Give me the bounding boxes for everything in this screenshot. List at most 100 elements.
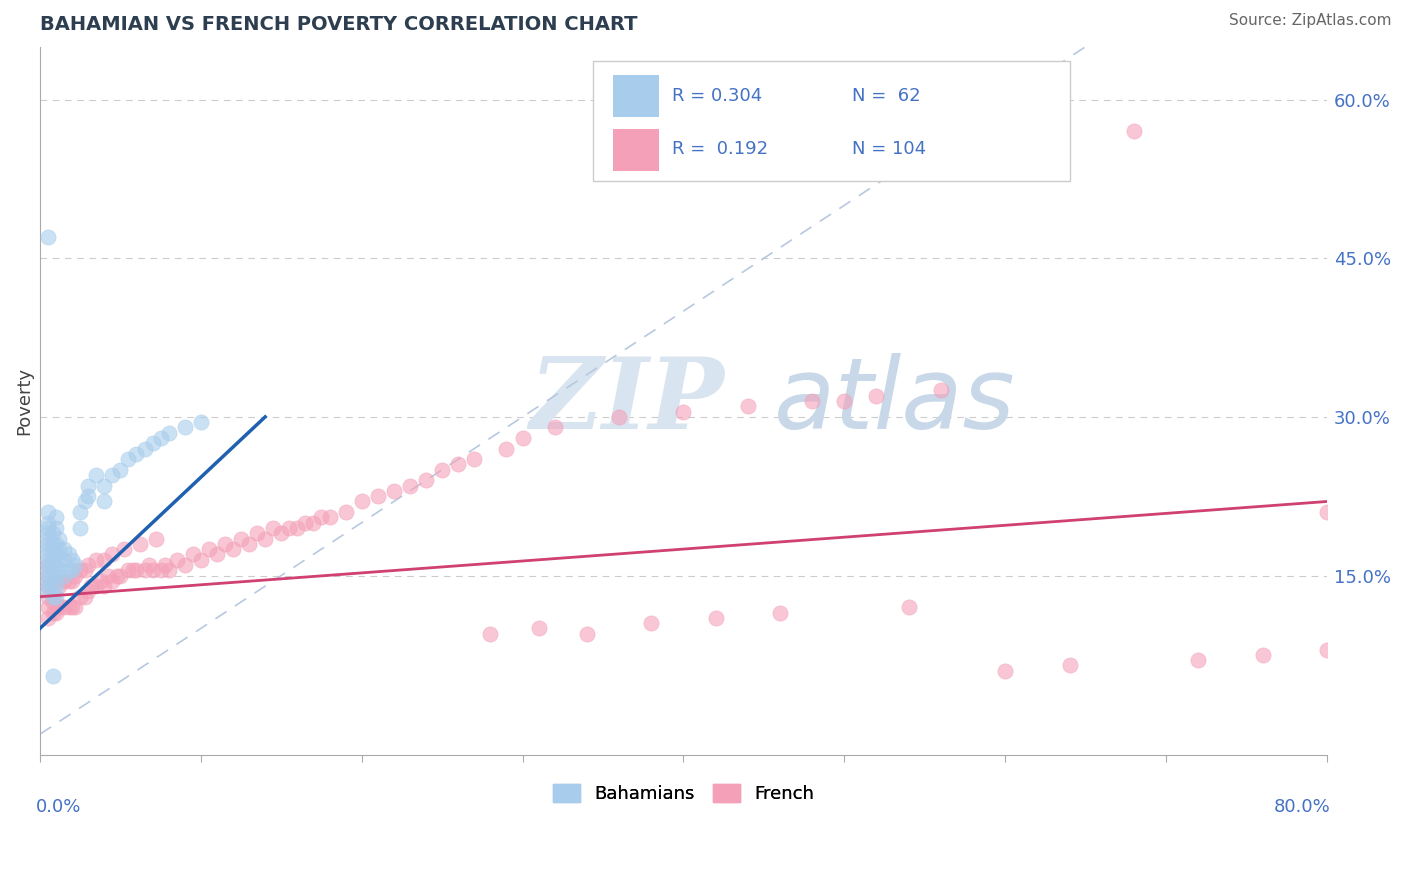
- Point: [45, 521, 67, 535]
- Point: [105, 568, 128, 582]
- Point: [37, 574, 59, 588]
- Point: [45, 537, 67, 551]
- Point: [415, 473, 437, 487]
- Point: [318, 510, 340, 524]
- Point: [42, 558, 65, 572]
- Text: R =  0.192: R = 0.192: [672, 140, 768, 159]
- Point: [278, 521, 301, 535]
- Point: [544, 420, 567, 434]
- Point: [65, 600, 87, 615]
- Point: [125, 563, 148, 577]
- Point: [37, 548, 59, 562]
- Point: [1187, 653, 1209, 667]
- Point: [110, 463, 132, 477]
- Point: [155, 558, 177, 572]
- Point: [222, 542, 245, 557]
- Point: [157, 563, 180, 577]
- Point: [479, 626, 502, 640]
- Point: [53, 568, 76, 582]
- Point: [73, 590, 96, 604]
- Point: [142, 563, 165, 577]
- Point: [101, 468, 124, 483]
- Point: [53, 552, 76, 566]
- Point: [93, 579, 115, 593]
- Point: [69, 590, 91, 604]
- Legend: Bahamians, French: Bahamians, French: [546, 776, 821, 810]
- Point: [37, 230, 59, 244]
- Point: [73, 563, 96, 577]
- Point: [205, 548, 228, 562]
- Point: [430, 463, 453, 477]
- Point: [37, 505, 59, 519]
- Point: [149, 431, 172, 445]
- Point: [125, 447, 148, 461]
- Point: [90, 574, 112, 588]
- Point: [60, 563, 83, 577]
- Point: [527, 622, 550, 636]
- Point: [93, 552, 115, 566]
- Text: R = 0.304: R = 0.304: [672, 87, 762, 104]
- Point: [58, 600, 80, 615]
- Point: [69, 521, 91, 535]
- Point: [994, 664, 1017, 678]
- Point: [335, 505, 357, 519]
- Point: [80, 579, 103, 593]
- Point: [53, 574, 76, 588]
- Point: [834, 394, 856, 409]
- Point: [190, 415, 212, 429]
- Point: [246, 526, 269, 541]
- Point: [45, 595, 67, 609]
- Point: [495, 442, 517, 456]
- Point: [60, 600, 83, 615]
- Point: [93, 494, 115, 508]
- Point: [190, 552, 212, 566]
- Point: [69, 505, 91, 519]
- Point: [640, 616, 662, 631]
- Point: [311, 510, 333, 524]
- Point: [1316, 642, 1339, 657]
- Point: [37, 584, 59, 599]
- Point: [84, 468, 107, 483]
- Point: [1059, 658, 1081, 673]
- Point: [254, 532, 277, 546]
- Point: [48, 563, 70, 577]
- Point: [672, 404, 695, 418]
- Point: [65, 568, 87, 582]
- Point: [1251, 648, 1274, 662]
- Point: [238, 537, 260, 551]
- Point: [48, 600, 70, 615]
- Point: [173, 420, 195, 434]
- Point: [110, 568, 132, 582]
- Point: [149, 563, 172, 577]
- Point: [173, 558, 195, 572]
- Point: [37, 579, 59, 593]
- Point: [42, 568, 65, 582]
- Point: [45, 579, 67, 593]
- Point: [1122, 124, 1144, 138]
- Point: [37, 568, 59, 582]
- Point: [48, 552, 70, 566]
- Point: [84, 579, 107, 593]
- Point: [134, 563, 156, 577]
- Point: [214, 537, 236, 551]
- Point: [382, 483, 405, 498]
- Point: [77, 558, 100, 572]
- Point: [350, 494, 373, 508]
- Point: [37, 542, 59, 557]
- Point: [37, 558, 59, 572]
- Point: [737, 399, 759, 413]
- Point: [37, 611, 59, 625]
- Point: [302, 516, 325, 530]
- Point: [37, 516, 59, 530]
- Point: [801, 394, 824, 409]
- Point: [122, 563, 145, 577]
- Point: [101, 548, 124, 562]
- Point: [142, 436, 165, 450]
- Point: [270, 526, 292, 541]
- Point: [117, 563, 139, 577]
- Point: [101, 574, 124, 588]
- Point: [69, 563, 91, 577]
- Point: [37, 590, 59, 604]
- Point: [157, 425, 180, 440]
- Point: [48, 532, 70, 546]
